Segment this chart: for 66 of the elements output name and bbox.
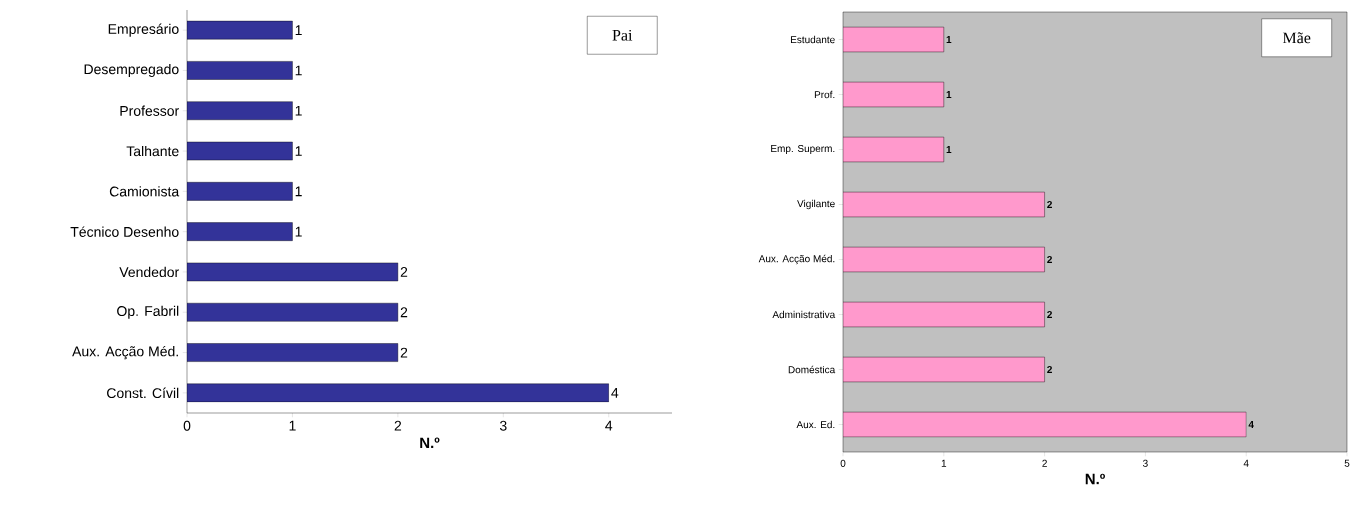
y-tick-label: Prof. — [814, 90, 835, 99]
data-label: 1 — [295, 105, 302, 116]
bar — [843, 136, 945, 163]
text: Pai — [612, 29, 633, 41]
y-tick-label: Professor — [120, 105, 179, 116]
y-tick-label: Vigilante — [797, 199, 835, 210]
data-label: 2 — [400, 347, 408, 358]
x-tick-label: 0 — [183, 420, 191, 431]
x-tick-label: 4 — [605, 420, 613, 431]
bar — [187, 383, 609, 403]
data-label: 1 — [295, 25, 302, 35]
bar — [187, 303, 399, 322]
data-label: 2 — [1047, 366, 1052, 373]
y-tick-label: Técnico Desenho — [70, 226, 179, 237]
bar — [843, 356, 1045, 383]
data-label: 1 — [946, 91, 952, 98]
bar — [187, 182, 293, 201]
x-tick-label: 4 — [1243, 459, 1249, 467]
bar — [187, 343, 399, 362]
data-label: 2 — [1047, 201, 1052, 208]
bar — [187, 222, 293, 241]
bar — [843, 246, 1045, 273]
bar — [187, 20, 293, 40]
y-tick-label: Op. Fabril — [117, 305, 179, 319]
data-label: 1 — [295, 146, 302, 156]
y-tick-label: Emp. Superm. — [771, 144, 835, 155]
x-tick-label: 3 — [499, 420, 507, 431]
bar — [187, 101, 293, 120]
x-tick-label: 3 — [1143, 459, 1148, 467]
data-label: 4 — [611, 388, 619, 398]
bar — [843, 411, 1247, 438]
y-tick-label: Aux. Acção Méd. — [758, 254, 835, 265]
y-tick-label: Talhante — [126, 145, 179, 157]
data-label: 2 — [400, 307, 408, 318]
y-tick-label: Empresário — [108, 23, 179, 37]
data-label: 1 — [295, 65, 302, 76]
data-label: 1 — [946, 36, 952, 43]
y-tick-label: Doméstica — [788, 365, 836, 374]
data-label: 1 — [295, 226, 302, 237]
x-tick-label: 2 — [1042, 459, 1047, 467]
y-tick-label: Aux. Ed. — [796, 420, 835, 429]
data-label: 2 — [1047, 256, 1052, 263]
y-tick-label: Administrativa — [772, 310, 836, 319]
x-axis-title: N.º — [420, 437, 440, 448]
data-label: 2 — [400, 267, 408, 277]
y-tick-label: Vendedor — [119, 266, 179, 278]
text: Mãe — [1282, 32, 1311, 44]
y-tick-label: Const. Cívil — [107, 387, 179, 399]
x-tick-label: 1 — [941, 459, 947, 467]
bar — [843, 26, 945, 53]
y-tick-label: Camionista — [109, 186, 180, 197]
bar — [843, 301, 1045, 328]
data-label: 1 — [295, 186, 302, 197]
y-tick-label: Estudante — [790, 35, 835, 44]
bar — [187, 61, 293, 80]
data-label: 2 — [1047, 311, 1052, 318]
x-tick-label: 5 — [1344, 459, 1350, 467]
y-tick-label: Aux. Acção Méd. — [72, 345, 178, 360]
bar — [843, 81, 945, 108]
y-tick-label: Desempregado — [84, 63, 179, 77]
x-axis-title: N.º — [1085, 473, 1105, 485]
bar — [843, 191, 1045, 218]
data-label: 1 — [946, 146, 952, 153]
x-tick-label: 0 — [840, 459, 846, 467]
x-tick-label: 1 — [289, 420, 296, 431]
x-tick-label: 2 — [394, 420, 402, 431]
